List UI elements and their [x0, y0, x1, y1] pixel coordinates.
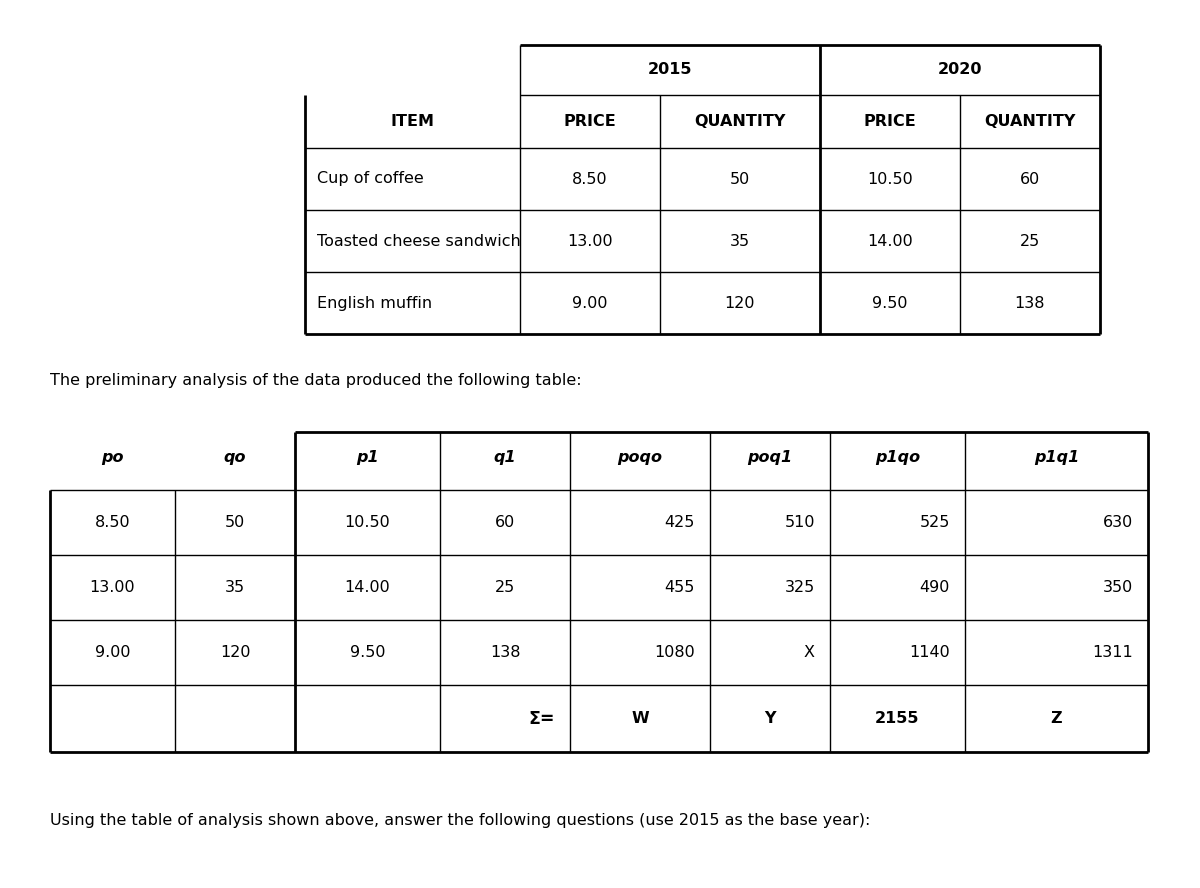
Text: 1140: 1140	[910, 645, 950, 660]
Text: Using the table of analysis shown above, answer the following questions (use 201: Using the table of analysis shown above,…	[50, 813, 870, 828]
Text: 9.50: 9.50	[872, 296, 907, 311]
Text: 350: 350	[1103, 580, 1133, 595]
Text: 8.50: 8.50	[95, 515, 131, 530]
Text: 120: 120	[220, 645, 251, 660]
Text: 1311: 1311	[1092, 645, 1133, 660]
Text: 25: 25	[1020, 234, 1040, 249]
Text: 425: 425	[665, 515, 695, 530]
Text: 9.00: 9.00	[95, 645, 131, 660]
Text: p1q1: p1q1	[1034, 450, 1079, 465]
Text: QUANTITY: QUANTITY	[695, 114, 786, 129]
Text: 2155: 2155	[875, 711, 919, 726]
Text: p1: p1	[356, 450, 379, 465]
Text: 455: 455	[665, 580, 695, 595]
Text: 14.00: 14.00	[344, 580, 390, 595]
Text: English muffin: English muffin	[317, 296, 432, 311]
Text: 50: 50	[224, 515, 245, 530]
Text: 1080: 1080	[654, 645, 695, 660]
Text: PRICE: PRICE	[864, 114, 917, 129]
Text: QUANTITY: QUANTITY	[984, 114, 1075, 129]
Text: po: po	[101, 450, 124, 465]
Text: poqo: poqo	[618, 450, 662, 465]
Text: ITEM: ITEM	[390, 114, 434, 129]
Text: PRICE: PRICE	[564, 114, 617, 129]
Text: 325: 325	[785, 580, 815, 595]
Text: 2020: 2020	[937, 62, 983, 77]
Text: q1: q1	[493, 450, 516, 465]
Text: Cup of coffee: Cup of coffee	[317, 171, 424, 186]
Text: 10.50: 10.50	[344, 515, 390, 530]
Text: 630: 630	[1103, 515, 1133, 530]
Text: 35: 35	[730, 234, 750, 249]
Text: 60: 60	[1020, 171, 1040, 186]
Text: 490: 490	[919, 580, 950, 595]
Text: Y: Y	[764, 711, 775, 726]
Text: 510: 510	[785, 515, 815, 530]
Text: 9.50: 9.50	[349, 645, 385, 660]
Text: 13.00: 13.00	[90, 580, 136, 595]
Text: 14.00: 14.00	[868, 234, 913, 249]
Text: 8.50: 8.50	[572, 171, 608, 186]
Text: 35: 35	[224, 580, 245, 595]
Text: 10.50: 10.50	[868, 171, 913, 186]
Text: 120: 120	[725, 296, 755, 311]
Text: p1qo: p1qo	[875, 450, 920, 465]
Text: X: X	[804, 645, 815, 660]
Text: Σ=: Σ=	[528, 710, 554, 727]
Text: W: W	[631, 711, 649, 726]
Text: poq1: poq1	[748, 450, 792, 465]
Text: 138: 138	[1015, 296, 1045, 311]
Text: 25: 25	[494, 580, 515, 595]
Text: 50: 50	[730, 171, 750, 186]
Text: 13.00: 13.00	[568, 234, 613, 249]
Text: 525: 525	[919, 515, 950, 530]
Text: The preliminary analysis of the data produced the following table:: The preliminary analysis of the data pro…	[50, 372, 582, 387]
Text: 138: 138	[490, 645, 521, 660]
Text: Z: Z	[1051, 711, 1062, 726]
Text: 60: 60	[494, 515, 515, 530]
Text: 2015: 2015	[648, 62, 692, 77]
Text: qo: qo	[223, 450, 246, 465]
Text: 9.00: 9.00	[572, 296, 607, 311]
Text: Toasted cheese sandwich: Toasted cheese sandwich	[317, 234, 521, 249]
